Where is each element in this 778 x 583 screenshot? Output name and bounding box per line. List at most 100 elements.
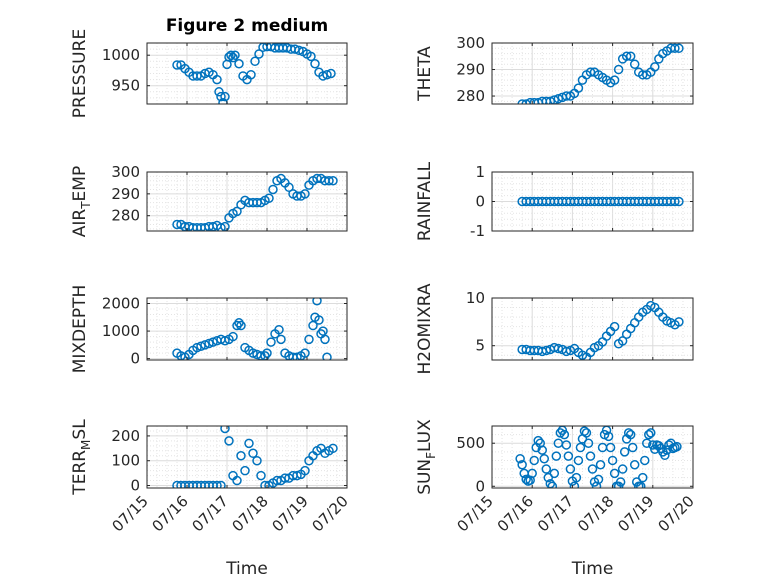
- data-point: [204, 338, 214, 349]
- y-tick-label: 280: [111, 207, 140, 225]
- data-point: [625, 51, 636, 62]
- data-point: [300, 465, 310, 476]
- data-point: [306, 51, 316, 62]
- data-point: [232, 320, 242, 331]
- series: [517, 43, 684, 104]
- data-point: [220, 335, 230, 346]
- data-point: [674, 43, 684, 54]
- data-point: [328, 175, 338, 186]
- data-point: [328, 443, 338, 454]
- y-axis-label: H2OMIXRA: [415, 283, 435, 374]
- data-point: [539, 453, 550, 464]
- data-point: [583, 438, 594, 448]
- subplot-pressure: 950 1000 PRESSURE Figure 2 medium: [70, 16, 348, 118]
- data-point: [613, 64, 624, 75]
- axes-box: [146, 425, 348, 489]
- axes-box: [491, 297, 694, 361]
- y-tick-label: 950: [111, 77, 140, 95]
- y-tick-label: 0: [130, 477, 140, 495]
- data-point: [674, 317, 684, 327]
- data-point: [559, 429, 570, 440]
- data-point: [172, 60, 182, 70]
- data-point: [561, 91, 572, 101]
- data-point: [276, 334, 286, 345]
- x-axis-label: Time: [571, 559, 614, 579]
- y-tick-label: 290: [456, 61, 485, 79]
- data-point: [248, 348, 258, 358]
- y-tick-label: 10: [466, 289, 485, 307]
- data-point: [571, 472, 582, 483]
- data-point: [244, 438, 254, 449]
- data-point: [617, 336, 628, 346]
- data-point: [220, 91, 230, 102]
- data-point: [660, 450, 670, 461]
- y-tick-label: -1: [470, 222, 485, 240]
- data-point: [549, 468, 560, 479]
- data-point: [573, 455, 584, 466]
- subplot-rainfall: -1 0 1 RAINFALL: [415, 161, 694, 241]
- data-point: [312, 298, 322, 306]
- grid: [491, 42, 694, 104]
- data-point: [228, 331, 238, 342]
- data-point: [292, 470, 302, 481]
- data-point: [256, 470, 266, 481]
- data-point: [216, 91, 226, 102]
- y-tick-label: 0: [475, 193, 485, 211]
- data-point: [292, 352, 302, 360]
- data-point: [638, 472, 648, 483]
- data-point: [208, 337, 218, 347]
- data-point: [605, 442, 616, 453]
- data-point: [644, 429, 654, 440]
- data-point: [629, 460, 640, 470]
- data-point: [595, 460, 606, 470]
- data-point: [625, 429, 636, 440]
- y-tick-label: 300: [111, 163, 140, 181]
- data-point: [300, 189, 310, 199]
- data-point: [250, 56, 260, 67]
- subplot-air-temp: 280 290 300 AIRTEMP: [70, 163, 348, 237]
- data-point: [196, 341, 206, 351]
- data-point: [300, 348, 310, 358]
- data-point: [549, 95, 560, 104]
- data-point: [635, 481, 646, 488]
- data-point: [537, 445, 547, 455]
- axes-box: [491, 425, 694, 489]
- data-point: [216, 222, 226, 231]
- data-point: [252, 455, 262, 466]
- data-point: [547, 481, 558, 488]
- data-point: [565, 464, 576, 474]
- data-point: [642, 438, 652, 448]
- data-point: [621, 51, 632, 62]
- data-point: [672, 441, 682, 452]
- data-point: [541, 464, 552, 474]
- chart-title: Figure 2 medium: [166, 16, 328, 36]
- data-point: [240, 465, 250, 476]
- data-point: [226, 50, 236, 60]
- data-point: [629, 59, 640, 69]
- y-tick-label: 200: [111, 427, 140, 445]
- axes-box: [146, 297, 348, 361]
- y-tick-label: 1: [475, 163, 485, 181]
- data-point: [322, 69, 332, 80]
- y-tick-label: 1000: [102, 46, 140, 64]
- data-point: [545, 96, 556, 104]
- data-point: [234, 58, 244, 69]
- data-point: [593, 474, 604, 485]
- y-tick-label: 300: [456, 34, 485, 52]
- data-point: [274, 324, 284, 335]
- data-point: [650, 62, 660, 72]
- data-point: [521, 99, 531, 104]
- y-axis-label: PRESSURE: [70, 29, 90, 118]
- data-point: [248, 448, 258, 459]
- data-point: [615, 477, 626, 487]
- data-point: [541, 345, 552, 356]
- subplot-h2omixra: 5 10 H2OMIXRA: [415, 283, 694, 375]
- y-axis-label: THETA: [415, 46, 435, 102]
- data-point: [670, 196, 680, 207]
- data-point: [561, 346, 572, 357]
- data-point: [529, 455, 539, 466]
- data-point: [246, 69, 256, 80]
- y-tick-label: 2000: [102, 295, 140, 313]
- data-point: [569, 481, 580, 488]
- data-point: [670, 43, 680, 54]
